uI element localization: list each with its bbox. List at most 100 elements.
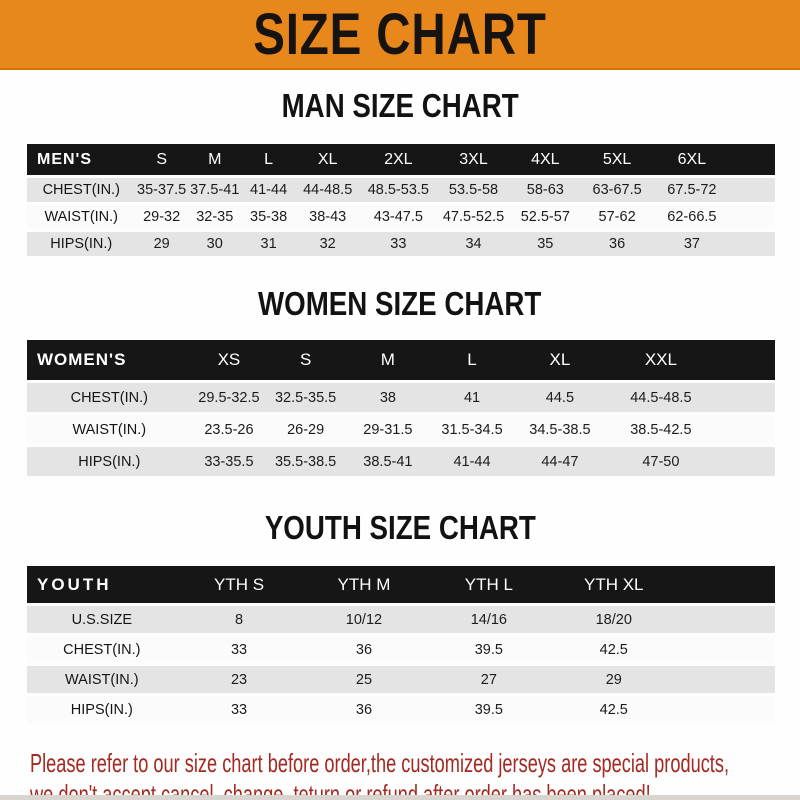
size-cell: 36 (301, 696, 427, 723)
men-header-row: MEN'S S M L XL 2XL 3XL 4XL 5XL 6XL (27, 144, 775, 175)
women-section-heading-text: WOMEN SIZE CHART (258, 285, 542, 322)
size-cell: 33-35.5 (191, 447, 267, 476)
women-corner-label: WOMEN'S (27, 340, 192, 380)
women-header-row: WOMEN'S XS S M L XL XXL (27, 340, 775, 380)
row-label: CHEST(IN.) (27, 178, 136, 202)
youth-size-table: YOUTH YTH S YTH M YTH L YTH XL U.S.SIZE … (27, 563, 775, 726)
header-spacer (730, 144, 775, 175)
man-section-heading-text: MAN SIZE CHART (281, 87, 519, 124)
size-cell: 67.5-72 (653, 178, 731, 202)
size-header-cell: 4XL (510, 144, 581, 175)
size-cell: 41 (430, 383, 514, 412)
banner: SIZE CHART (0, 0, 800, 70)
header-spacer (715, 340, 775, 380)
size-cell: 33 (176, 636, 302, 663)
row-label: HIPS(IN.) (27, 232, 136, 256)
size-cell: 47.5-52.5 (436, 205, 511, 229)
size-cell: 44.5-48.5 (606, 383, 716, 412)
table-row: CHEST(IN.) 35-37.5 37.5-41 41-44 44-48.5… (27, 178, 775, 202)
youth-header-row: YOUTH YTH S YTH M YTH L YTH XL (27, 566, 775, 603)
size-cell: 32-35 (187, 205, 242, 229)
size-cell: 29 (551, 666, 677, 693)
size-header-cell: XL (513, 340, 607, 380)
size-cell: 37.5-41 (187, 178, 242, 202)
youth-section-heading: YOUTH SIZE CHART (0, 509, 800, 547)
table-row: CHEST(IN.) 33 36 39.5 42.5 (27, 636, 775, 663)
size-header-cell: M (344, 340, 431, 380)
bottom-edge-strip (0, 795, 800, 800)
size-cell: 32.5-35.5 (266, 383, 345, 412)
men-corner-label: MEN'S (27, 144, 136, 175)
size-header-cell: 6XL (653, 144, 731, 175)
size-cell: 30 (187, 232, 242, 256)
cell-spacer (715, 383, 775, 412)
size-cell: 44.5 (513, 383, 607, 412)
size-cell: 8 (176, 606, 302, 633)
size-cell: 29.5-32.5 (191, 383, 267, 412)
size-header-cell: XS (191, 340, 267, 380)
size-cell: 39.5 (426, 636, 552, 663)
men-size-table: MEN'S S M L XL 2XL 3XL 4XL 5XL 6XL CHEST… (27, 141, 775, 259)
size-header-cell: YTH L (426, 566, 552, 603)
size-cell: 34 (436, 232, 511, 256)
size-cell: 43-47.5 (359, 205, 437, 229)
size-cell: 31.5-34.5 (430, 415, 514, 444)
size-cell: 48.5-53.5 (359, 178, 437, 202)
size-header-cell: YTH S (176, 566, 302, 603)
banner-title: SIZE CHART (253, 1, 547, 67)
women-section-heading: WOMEN SIZE CHART (0, 285, 800, 323)
row-label: HIPS(IN.) (27, 447, 192, 476)
size-cell: 23 (176, 666, 302, 693)
order-note: Please refer to our size chart before or… (30, 748, 800, 800)
size-cell: 35-38 (241, 205, 296, 229)
size-cell: 10/12 (301, 606, 427, 633)
cell-spacer (676, 636, 775, 663)
size-cell: 35-37.5 (135, 178, 188, 202)
cell-spacer (730, 232, 775, 256)
size-cell: 42.5 (551, 636, 677, 663)
table-row: CHEST(IN.) 29.5-32.5 32.5-35.5 38 41 44.… (27, 383, 775, 412)
table-row: WAIST(IN.) 23.5-26 26-29 29-31.5 31.5-34… (27, 415, 775, 444)
man-section-heading: MAN SIZE CHART (0, 87, 800, 125)
size-cell: 41-44 (430, 447, 514, 476)
size-cell: 38 (344, 383, 431, 412)
size-cell: 38.5-42.5 (606, 415, 716, 444)
size-cell: 29-32 (135, 205, 188, 229)
size-cell: 32 (295, 232, 360, 256)
size-cell: 44-48.5 (295, 178, 360, 202)
size-cell: 47-50 (606, 447, 716, 476)
size-cell: 52.5-57 (510, 205, 581, 229)
size-cell: 57-62 (580, 205, 654, 229)
size-cell: 35.5-38.5 (266, 447, 345, 476)
size-cell: 62-66.5 (653, 205, 731, 229)
size-header-cell: M (187, 144, 242, 175)
size-cell: 26-29 (266, 415, 345, 444)
size-cell: 23.5-26 (191, 415, 267, 444)
size-cell: 31 (241, 232, 296, 256)
size-cell: 53.5-58 (436, 178, 511, 202)
cell-spacer (715, 447, 775, 476)
order-note-line2: we don't accept cancel, change, teturn o… (30, 779, 651, 800)
size-cell: 33 (176, 696, 302, 723)
size-header-cell: L (430, 340, 514, 380)
row-label: CHEST(IN.) (27, 636, 177, 663)
cell-spacer (730, 205, 775, 229)
size-cell: 34.5-38.5 (513, 415, 607, 444)
size-cell: 37 (653, 232, 731, 256)
table-row: HIPS(IN.) 33 36 39.5 42.5 (27, 696, 775, 723)
size-cell: 35 (510, 232, 581, 256)
size-cell: 29-31.5 (344, 415, 431, 444)
cell-spacer (715, 415, 775, 444)
size-header-cell: 5XL (580, 144, 654, 175)
size-header-cell: XXL (606, 340, 716, 380)
size-cell: 14/16 (426, 606, 552, 633)
size-header-cell: 2XL (359, 144, 437, 175)
row-label: WAIST(IN.) (27, 666, 177, 693)
size-header-cell: L (241, 144, 296, 175)
row-label: HIPS(IN.) (27, 696, 177, 723)
size-cell: 36 (580, 232, 654, 256)
size-header-cell: 3XL (436, 144, 511, 175)
size-cell: 38-43 (295, 205, 360, 229)
cell-spacer (676, 696, 775, 723)
size-cell: 44-47 (513, 447, 607, 476)
